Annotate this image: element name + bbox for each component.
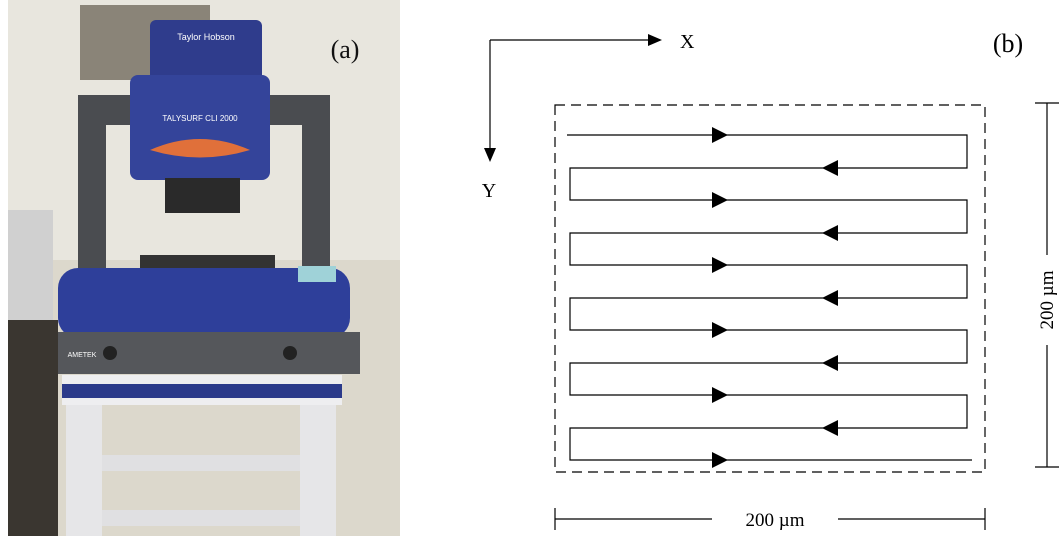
scan-area bbox=[555, 105, 985, 472]
axis-arrows bbox=[484, 34, 662, 162]
page: Taylor Hobson TALYSURF CLI 2000 AMETEK (… bbox=[0, 0, 1059, 536]
brand: Taylor Hobson bbox=[177, 32, 235, 42]
width-label: 200 µm bbox=[746, 510, 805, 531]
x-axis-label: X bbox=[680, 31, 695, 53]
height-label: 200 µm bbox=[1037, 270, 1058, 329]
model: TALYSURF CLI 2000 bbox=[162, 114, 238, 123]
scan-diagram: (b) X Y 200 µm 200 µm bbox=[482, 29, 1059, 531]
scan-path bbox=[567, 135, 972, 460]
panel-label: (a) bbox=[331, 35, 360, 64]
figure: Taylor Hobson TALYSURF CLI 2000 AMETEK (… bbox=[0, 0, 1059, 536]
axes bbox=[490, 40, 650, 150]
maker: AMETEK bbox=[68, 352, 97, 359]
panel-label: (b) bbox=[993, 29, 1023, 58]
photo: Taylor Hobson TALYSURF CLI 2000 AMETEK (… bbox=[8, 0, 400, 536]
y-axis-label: Y bbox=[482, 180, 496, 202]
